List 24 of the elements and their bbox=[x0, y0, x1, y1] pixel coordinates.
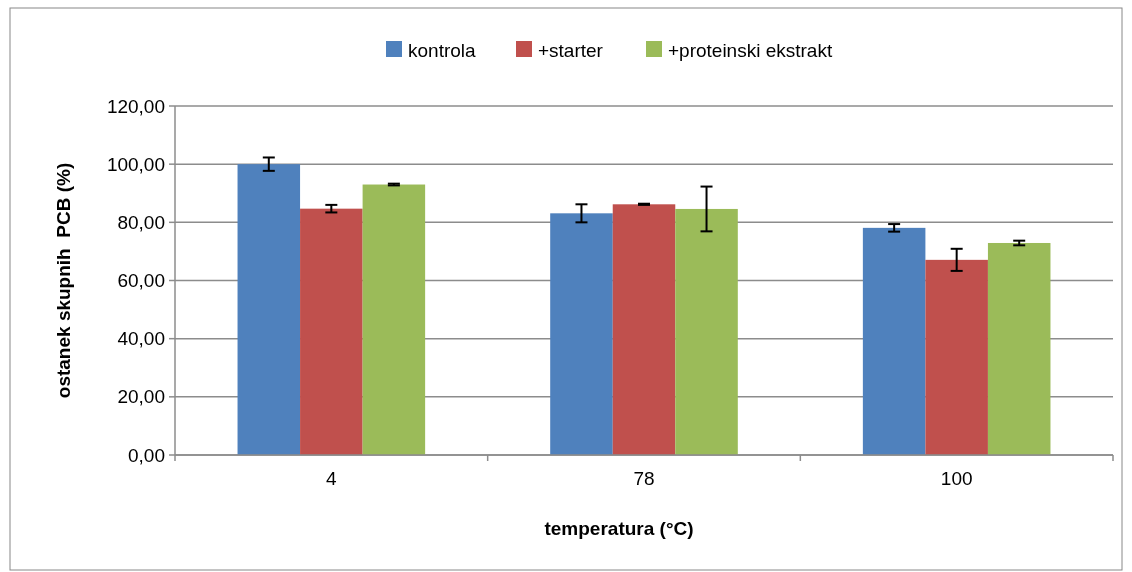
bar bbox=[925, 259, 988, 455]
legend-label: kontrola bbox=[408, 39, 477, 61]
bar bbox=[362, 184, 426, 455]
y-tick-label: 0,00 bbox=[128, 444, 165, 466]
x-axis-title: temperatura (°C) bbox=[544, 518, 694, 539]
legend-label: +proteinski ekstrakt bbox=[668, 39, 833, 61]
bar bbox=[862, 227, 926, 455]
y-tick-label: 80,00 bbox=[117, 211, 165, 233]
bar bbox=[550, 213, 613, 455]
y-axis-title: ostanek skupnih PCB (%) bbox=[53, 162, 74, 399]
x-tick-label: 78 bbox=[633, 468, 655, 489]
x-tick-label: 100 bbox=[940, 468, 973, 489]
bar bbox=[612, 204, 676, 455]
y-tick-label: 40,00 bbox=[117, 328, 165, 350]
y-tick-label: 120,00 bbox=[106, 95, 165, 117]
bar bbox=[300, 208, 363, 455]
bar bbox=[987, 242, 1051, 455]
bar bbox=[237, 164, 301, 455]
y-tick-label: 100,00 bbox=[106, 153, 165, 175]
y-tick-label: 60,00 bbox=[117, 270, 165, 292]
y-tick-label: 20,00 bbox=[117, 386, 165, 408]
bar bbox=[675, 208, 738, 455]
legend-label: +starter bbox=[538, 39, 604, 61]
x-tick-label: 4 bbox=[326, 468, 338, 489]
